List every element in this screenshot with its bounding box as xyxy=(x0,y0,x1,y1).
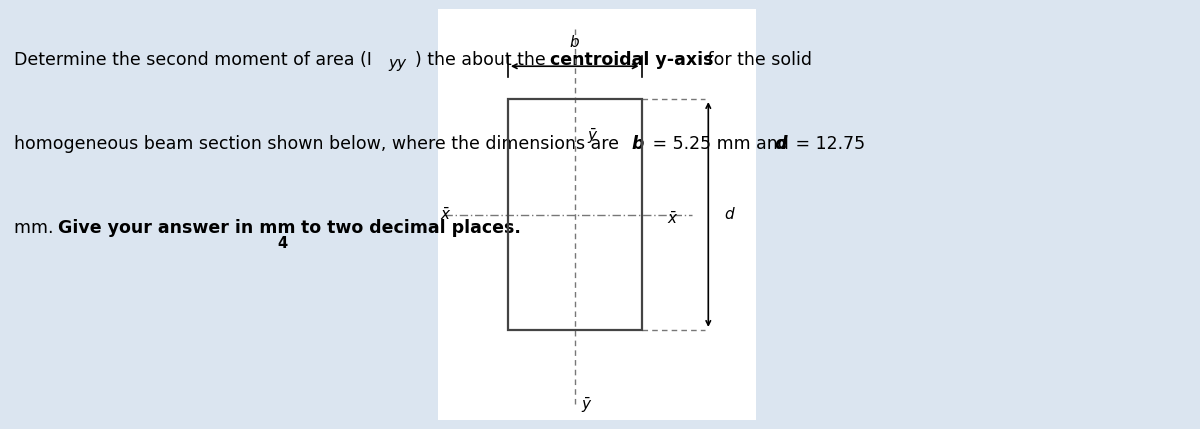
Text: d: d xyxy=(725,207,734,222)
Text: $\bar{\mathit{y}}$: $\bar{\mathit{y}}$ xyxy=(581,396,593,415)
Text: $\bar{\mathit{x}}$: $\bar{\mathit{x}}$ xyxy=(667,211,678,227)
Text: $\bar{\mathit{y}}$: $\bar{\mathit{y}}$ xyxy=(588,127,599,146)
Text: Determine the second moment of area (I: Determine the second moment of area (I xyxy=(14,51,372,69)
Bar xyxy=(508,99,642,330)
Text: centroidal y-axis: centroidal y-axis xyxy=(550,51,713,69)
Text: ) the about the: ) the about the xyxy=(415,51,552,69)
Text: to two decimal places.: to two decimal places. xyxy=(295,219,521,237)
FancyBboxPatch shape xyxy=(438,9,756,420)
Text: $\bar{\mathit{x}}$: $\bar{\mathit{x}}$ xyxy=(439,206,451,223)
Text: for the solid: for the solid xyxy=(702,51,812,69)
Text: b: b xyxy=(631,135,643,153)
Text: b: b xyxy=(570,35,580,50)
Text: Give your answer in mm: Give your answer in mm xyxy=(58,219,295,237)
Text: homogeneous beam section shown below, where the dimensions are: homogeneous beam section shown below, wh… xyxy=(14,135,625,153)
Text: = 12.75: = 12.75 xyxy=(790,135,865,153)
Text: = 5.25 mm and: = 5.25 mm and xyxy=(647,135,794,153)
Text: yy: yy xyxy=(389,56,407,71)
Text: d: d xyxy=(774,135,786,153)
Text: 4: 4 xyxy=(277,236,287,251)
Text: mm.: mm. xyxy=(14,219,60,237)
